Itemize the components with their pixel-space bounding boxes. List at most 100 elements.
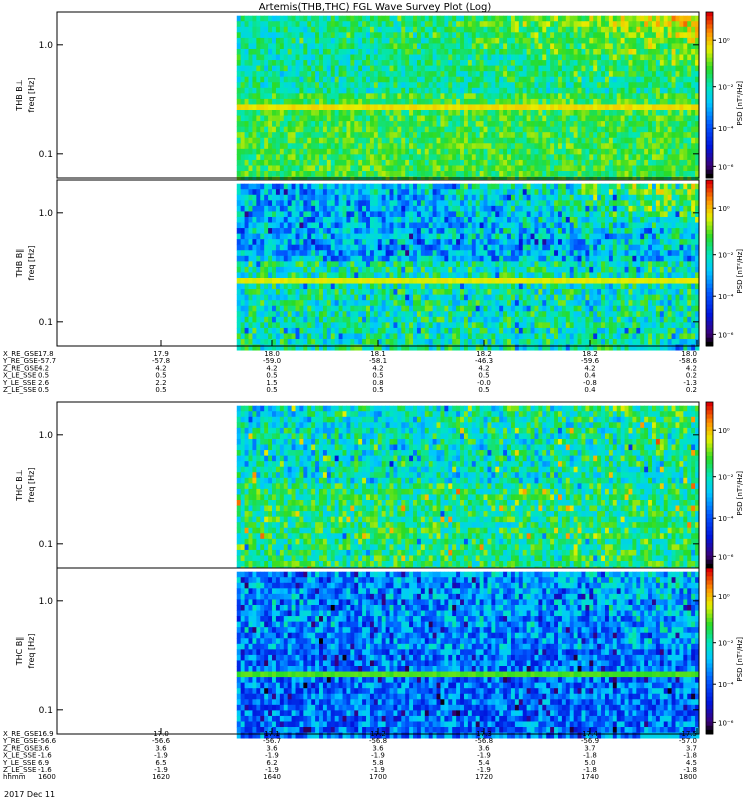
heatmap-cell — [616, 115, 622, 122]
heatmap-cell — [416, 71, 422, 78]
heatmap-cell — [675, 76, 680, 83]
heatmap-cell — [538, 132, 543, 139]
heatmap-cell — [569, 194, 575, 201]
heatmap-cell — [581, 194, 586, 201]
heatmap-cell — [326, 159, 332, 166]
colorbar-segment — [706, 103, 713, 108]
heatmap-cell — [644, 43, 649, 50]
heatmap-cell — [565, 154, 571, 161]
heatmap-cell — [299, 93, 304, 100]
heatmap-cell — [499, 194, 504, 201]
heatmap-cell — [440, 200, 445, 207]
heatmap-cell — [538, 171, 543, 177]
heatmap-cell — [436, 110, 441, 116]
heatmap-cell — [510, 244, 516, 251]
heatmap-cell — [256, 183, 261, 190]
heatmap-cell — [283, 93, 289, 100]
heatmap-cell — [244, 222, 249, 229]
heatmap-cell — [416, 137, 422, 144]
heatmap-cell — [573, 183, 578, 190]
heatmap-cell — [608, 183, 614, 190]
heatmap-cell — [546, 189, 551, 196]
heatmap-cell — [550, 43, 555, 50]
heatmap-cell — [252, 244, 257, 251]
heatmap-cell — [491, 233, 496, 240]
heatmap-cell — [463, 143, 469, 150]
heatmap-cell — [334, 110, 340, 116]
heatmap-cell — [350, 37, 355, 44]
heatmap-cell — [687, 104, 692, 111]
heatmap-cell — [522, 165, 528, 172]
heatmap-cell — [275, 239, 281, 246]
heatmap-cell — [456, 104, 461, 111]
heatmap-cell — [561, 15, 567, 22]
heatmap-cell — [385, 137, 390, 144]
heatmap-cell — [589, 137, 594, 144]
heatmap-cell — [597, 115, 602, 122]
heatmap-cell — [577, 171, 582, 177]
heatmap-cell — [448, 104, 453, 111]
heatmap-cell — [601, 200, 606, 207]
heatmap-cell — [479, 93, 484, 100]
heatmap-cell — [542, 26, 547, 33]
heatmap-cell — [373, 104, 379, 111]
heatmap-cell — [244, 87, 249, 94]
colorbar-segment — [706, 169, 713, 175]
heatmap-cell — [381, 239, 387, 246]
heatmap-cell — [311, 65, 316, 72]
heatmap-cell — [283, 189, 289, 196]
heatmap-cell — [444, 143, 449, 150]
heatmap-cell — [401, 222, 406, 229]
heatmap-cell — [561, 21, 567, 28]
heatmap-cell — [424, 87, 430, 94]
heatmap-cell — [589, 171, 594, 177]
heatmap-cell — [256, 200, 261, 207]
heatmap-cell — [632, 93, 637, 100]
heatmap-cell — [550, 244, 555, 251]
heatmap-cell — [518, 143, 524, 150]
heatmap-cell — [295, 200, 300, 207]
heatmap-cell — [628, 222, 633, 229]
heatmap-cell — [272, 110, 277, 116]
heatmap-cell — [608, 194, 614, 201]
heatmap-cell — [561, 216, 567, 223]
heatmap-cell — [303, 200, 308, 207]
heatmap-cell — [264, 165, 269, 172]
heatmap-cell — [330, 60, 336, 67]
heatmap-cell — [440, 93, 445, 100]
heatmap-cell — [467, 121, 473, 128]
heatmap-cell — [675, 183, 680, 190]
heatmap-cell — [385, 143, 390, 150]
heatmap-cell — [389, 87, 394, 94]
heatmap-cell — [413, 110, 418, 116]
heatmap-cell — [651, 15, 657, 22]
heatmap-cell — [436, 205, 441, 212]
heatmap-cell — [628, 82, 633, 89]
heatmap-cell — [569, 121, 575, 128]
heatmap-cell — [577, 48, 582, 55]
heatmap-cell — [279, 26, 285, 33]
heatmap-cell — [585, 200, 590, 207]
heatmap-cell — [330, 65, 336, 72]
heatmap-cell — [377, 200, 383, 207]
heatmap-cell — [640, 48, 645, 55]
heatmap-cell — [557, 222, 563, 229]
heatmap-cell — [463, 148, 469, 155]
heatmap-cell — [409, 93, 414, 100]
heatmap-cell — [463, 48, 469, 55]
heatmap-cell — [303, 143, 308, 150]
heatmap-cell — [291, 87, 296, 94]
heatmap-cell — [644, 148, 649, 155]
heatmap-cell — [620, 98, 625, 105]
heatmap-cell — [322, 43, 328, 50]
heatmap-cell — [268, 205, 273, 212]
heatmap-cell — [550, 126, 555, 133]
heatmap-cell — [432, 239, 437, 246]
heatmap-cell — [659, 143, 665, 150]
heatmap-cell — [322, 15, 328, 22]
heatmap-cell — [467, 98, 473, 105]
heatmap-cell — [526, 60, 531, 67]
heatmap-cell — [651, 165, 657, 172]
heatmap-cell — [471, 60, 477, 67]
heatmap-cell — [695, 21, 700, 28]
